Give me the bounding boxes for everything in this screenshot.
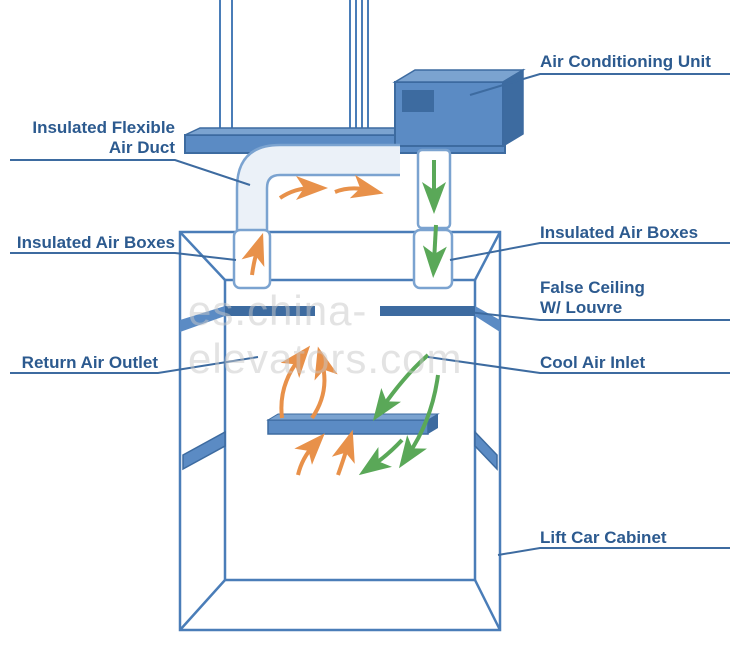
label-ac-unit: Air Conditioning Unit — [540, 52, 711, 72]
label-return-air: Return Air Outlet — [10, 353, 158, 373]
ac-unit — [395, 70, 523, 146]
label-cool-air: Cool Air Inlet — [540, 353, 645, 373]
label-false-ceiling: False Ceiling W/ Louvre — [540, 278, 645, 319]
diagram-root: Air Conditioning Unit Insulated Flexible… — [0, 0, 752, 670]
false-ceiling — [180, 306, 500, 332]
air-ducts — [234, 145, 452, 288]
guide-rails — [220, 0, 368, 135]
label-lift-car: Lift Car Cabinet — [540, 528, 667, 548]
diagram-svg — [0, 0, 752, 670]
handrails — [183, 414, 497, 469]
label-air-boxes-right: Insulated Air Boxes — [540, 223, 698, 243]
label-flex-duct: Insulated Flexible Air Duct — [10, 118, 175, 159]
label-air-boxes-left: Insulated Air Boxes — [10, 233, 175, 253]
